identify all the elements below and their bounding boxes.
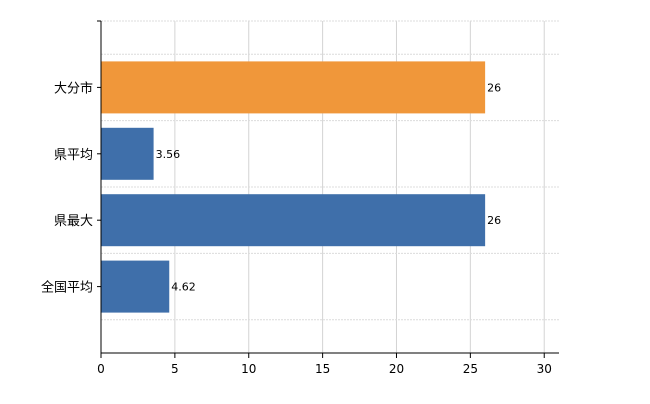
labels: 大分市 26 県平均 3.56 県最大 26 全国平均 4.62 0 5 10 15 20 25 30 <box>41 80 552 376</box>
bar <box>101 260 170 313</box>
x-tick-label: 10 <box>241 362 256 376</box>
category-label: 県最大 <box>54 214 93 229</box>
axes <box>97 20 559 358</box>
x-tick-label: 30 <box>537 362 552 376</box>
data-label: 3.56 <box>156 148 181 161</box>
data-label: 26 <box>487 214 501 227</box>
data-label: 26 <box>487 81 501 94</box>
x-tick-label: 25 <box>463 362 478 376</box>
data-label: 4.62 <box>171 281 196 294</box>
bars <box>101 61 486 313</box>
x-tick-label: 0 <box>97 362 105 376</box>
bar <box>101 127 154 180</box>
x-tick-label: 5 <box>171 362 179 376</box>
x-tick-label: 15 <box>315 362 330 376</box>
x-tick-label: 20 <box>389 362 404 376</box>
category-label: 全国平均 <box>41 280 93 296</box>
bar <box>101 61 486 114</box>
bar <box>101 194 486 247</box>
category-label: 県平均 <box>54 148 93 163</box>
category-label: 大分市 <box>54 80 93 96</box>
